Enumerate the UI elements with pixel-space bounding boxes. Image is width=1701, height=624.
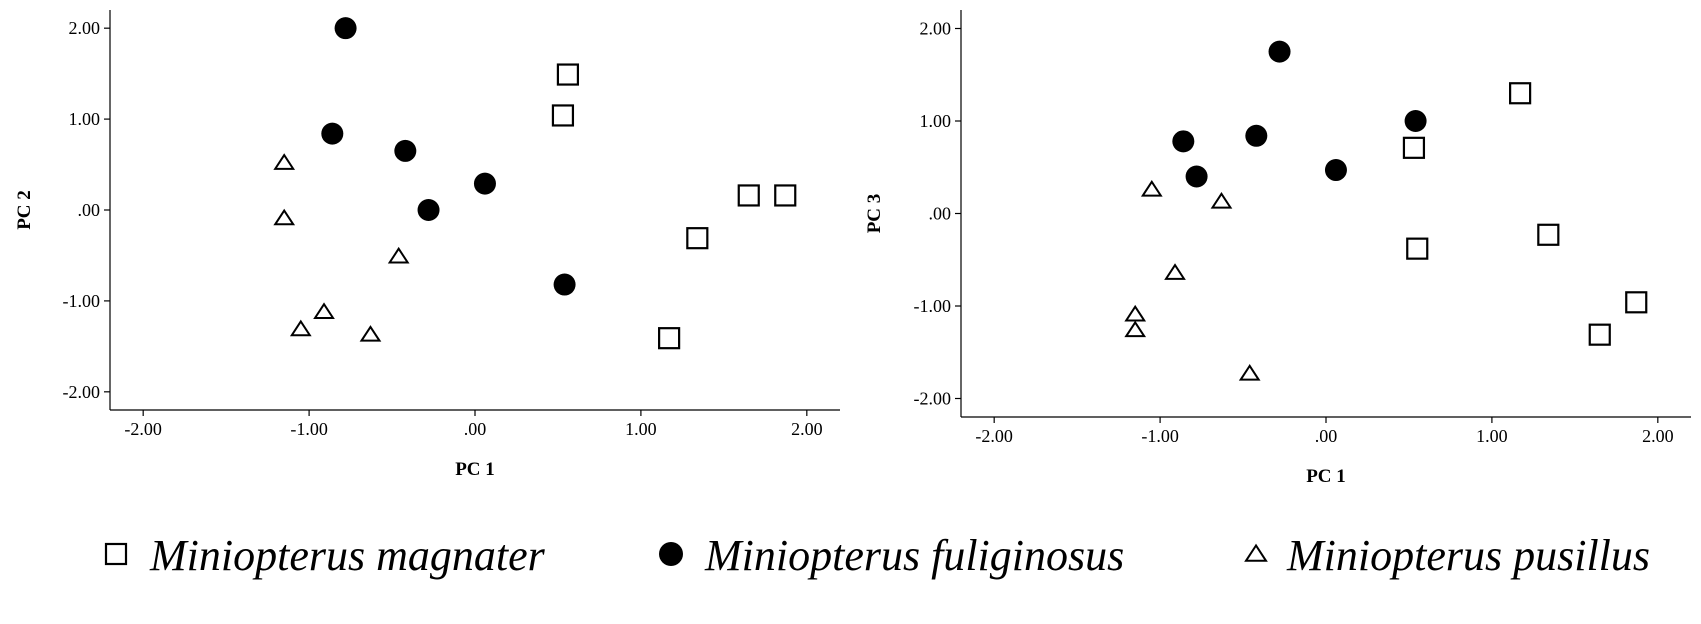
series-triangle-markers (273, 153, 410, 342)
x-tick-label: 1.00 (625, 419, 657, 439)
data-point-circle (417, 199, 440, 221)
y-tick-label: -1.00 (63, 291, 101, 311)
data-point-square (1406, 237, 1429, 260)
x-tick-label: -1.00 (290, 419, 328, 439)
data-point-triangle (289, 319, 312, 337)
data-point-square (658, 327, 681, 350)
x-tick-label: -2.00 (975, 426, 1013, 446)
data-point-triangle (273, 208, 296, 226)
data-point-triangle (1140, 179, 1163, 197)
data-point-circle (553, 273, 576, 296)
data-point-square (1509, 82, 1532, 105)
data-point-circle (1404, 110, 1427, 132)
legend-marker-circle (659, 542, 683, 566)
data-point-circle (1185, 165, 1208, 188)
data-point-triangle (359, 325, 382, 342)
data-point-square (1625, 291, 1648, 314)
data-point-triangle (273, 153, 296, 170)
x-tick-label: 1.00 (1476, 426, 1508, 446)
data-point-square (551, 104, 575, 127)
data-point-square (1402, 136, 1426, 159)
series-square-markers (1402, 82, 1648, 346)
y-tick-label: -2.00 (914, 389, 952, 409)
x-tick-label: -1.00 (1141, 426, 1179, 446)
data-point-square (1588, 323, 1611, 346)
x-tick-label: 2.00 (791, 419, 823, 439)
legend-label: Miniopterus pusillus (1286, 531, 1650, 580)
data-point-triangle (387, 246, 410, 264)
legend-marker-triangle (1244, 543, 1268, 562)
y-tick-label: -2.00 (63, 382, 101, 402)
x-tick-label: .00 (1315, 426, 1338, 446)
legend: Miniopterus magnater Miniopterus fuligino… (104, 531, 1650, 580)
data-point-triangle (1124, 304, 1147, 322)
data-point-square (556, 63, 580, 86)
y-tick-label: -1.00 (914, 296, 952, 316)
y-axis-title: PC 2 (14, 190, 35, 230)
legend-label: Miniopterus magnater (149, 531, 546, 580)
data-point-circle (1245, 124, 1268, 147)
data-point-circle (1172, 130, 1195, 153)
data-point-circle (473, 172, 496, 195)
x-tick-label: 2.00 (1642, 426, 1674, 446)
y-tick-label: .00 (78, 200, 101, 220)
data-point-triangle (1124, 320, 1147, 338)
data-point-circle (321, 122, 344, 145)
legend-label: Miniopterus fuliginosus (704, 531, 1124, 580)
scatter-panel-pc1-pc3: -2.00 -1.00 .00 1.00 2.00 -2.00 -1.00 .00 1.00 2.… (864, 10, 1691, 487)
data-point-square (737, 184, 760, 207)
series-square-markers (551, 63, 797, 350)
data-point-triangle (1238, 364, 1261, 381)
x-axis-title: PC 1 (455, 459, 495, 480)
legend-marker-square (104, 542, 128, 566)
data-point-circle (1268, 40, 1291, 63)
data-point-square (1537, 223, 1560, 246)
y-tick-label: 1.00 (69, 109, 101, 129)
data-point-triangle (1164, 263, 1186, 280)
data-point-square (774, 184, 797, 207)
series-triangle-markers (1124, 179, 1261, 381)
data-point-triangle (1210, 191, 1233, 209)
y-tick-label: 2.00 (69, 18, 101, 38)
x-axis-title: PC 1 (1306, 466, 1346, 487)
y-tick-label: 1.00 (920, 111, 952, 131)
x-tick-label: .00 (464, 419, 487, 439)
data-point-square (686, 227, 709, 250)
data-point-circle (334, 17, 357, 40)
y-tick-label: 2.00 (920, 19, 952, 39)
y-tick-label: .00 (929, 204, 952, 224)
series-circle-markers (321, 17, 576, 296)
y-axis-title: PC 3 (864, 194, 885, 234)
scatter-panel-pc1-pc2: -2.00 -1.00 .00 1.00 2.00 -2.00 -1.00 .00 1.00 2.… (14, 10, 840, 480)
x-tick-label: -2.00 (124, 419, 162, 439)
data-point-circle (1324, 159, 1347, 182)
series-circle-markers (1172, 40, 1427, 188)
data-point-circle (394, 139, 417, 162)
data-point-triangle (313, 302, 335, 319)
